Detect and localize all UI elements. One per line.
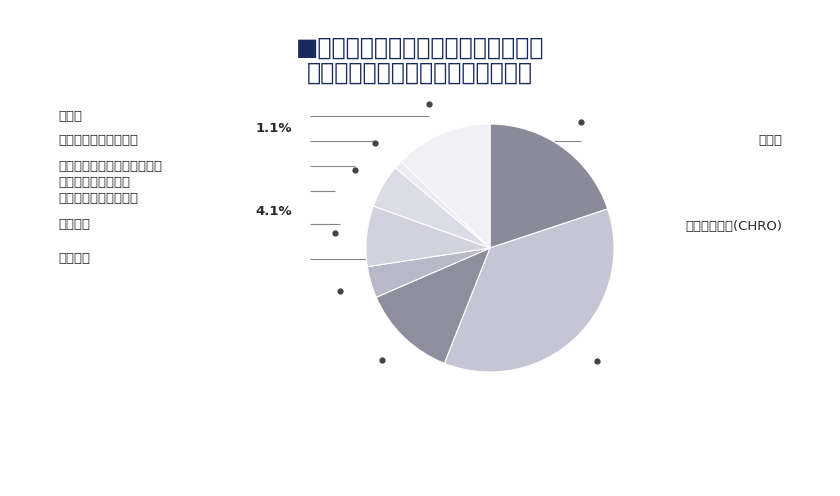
Text: 経営者: 経営者 [758, 134, 782, 147]
Wedge shape [490, 124, 607, 248]
Wedge shape [376, 248, 490, 363]
Text: 36.1%: 36.1% [531, 310, 581, 325]
Text: 人事部長: 人事部長 [58, 252, 90, 265]
Text: 人事担当以外の一般職: 人事担当以外の一般職 [58, 134, 138, 147]
Wedge shape [444, 209, 614, 372]
Text: 1.1%: 1.1% [255, 122, 292, 135]
Text: 7.9%: 7.9% [375, 231, 413, 246]
Text: その他: その他 [58, 110, 82, 123]
Wedge shape [396, 161, 490, 248]
Wedge shape [366, 206, 490, 267]
Text: 就きたいと考えていますか（一つ）: 就きたいと考えていますか（一つ） [307, 61, 533, 85]
Wedge shape [402, 124, 490, 248]
Text: 人事は担当したいが: 人事は担当したいが [58, 177, 130, 189]
Wedge shape [373, 168, 490, 248]
Text: 役職には就きたくない: 役職には就きたくない [58, 192, 138, 205]
Text: 12.7%: 12.7% [428, 152, 478, 167]
Text: 人事担当役員(CHRO): 人事担当役員(CHRO) [685, 220, 782, 233]
Text: 人事担当以外の役員や管理職: 人事担当以外の役員や管理職 [58, 160, 162, 173]
Text: 4.1%: 4.1% [255, 205, 292, 218]
Text: 12.5%: 12.5% [397, 310, 449, 324]
Text: 人事課長: 人事課長 [58, 218, 90, 231]
Text: 5.7%: 5.7% [388, 192, 425, 207]
Text: ■最終的にはどのようなポジションに: ■最終的にはどのようなポジションに [296, 36, 544, 60]
Wedge shape [367, 248, 490, 297]
Text: 19.9%: 19.9% [521, 163, 572, 178]
